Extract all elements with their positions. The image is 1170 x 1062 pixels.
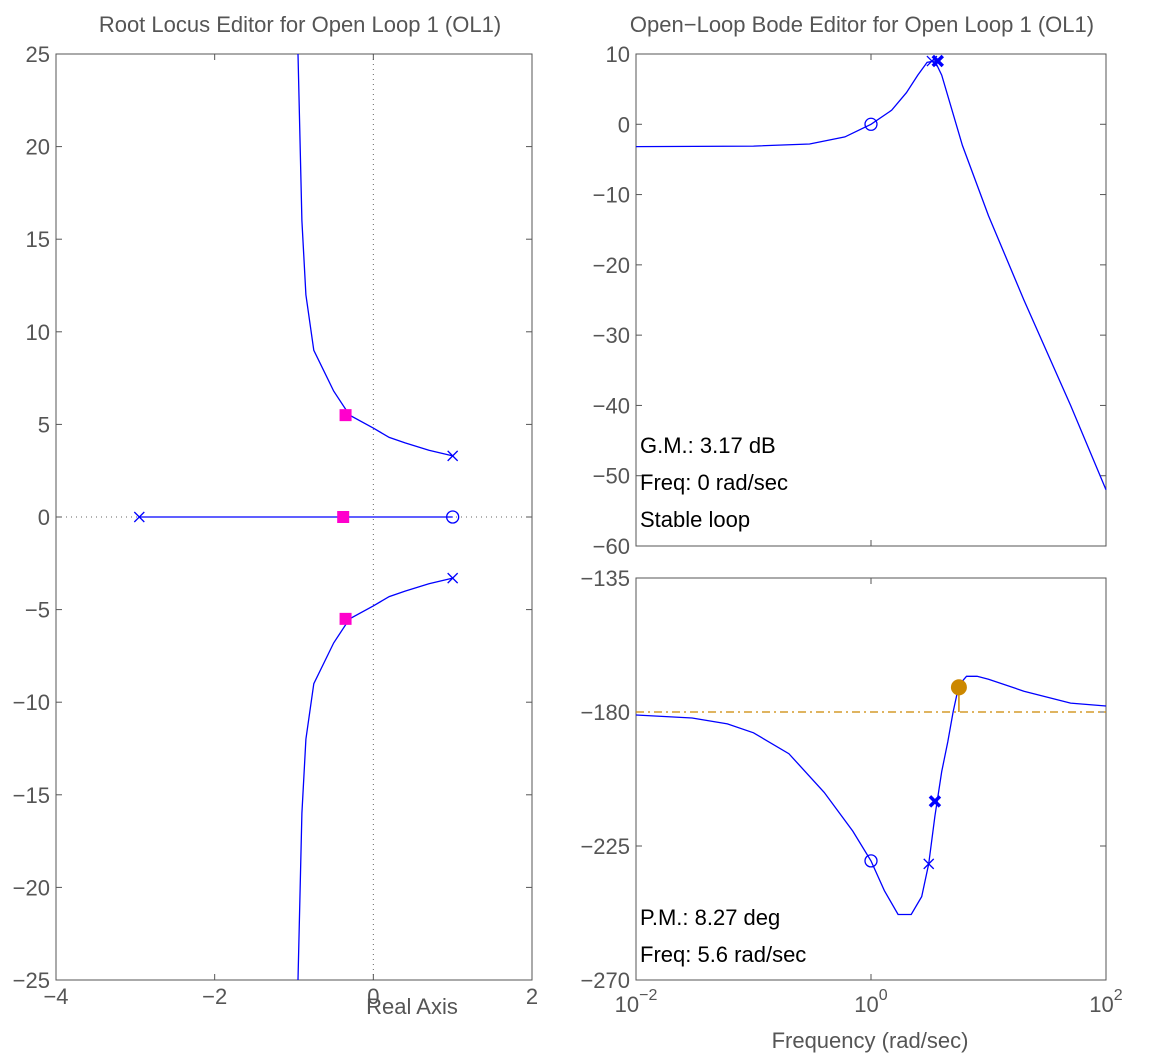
cross-stroke bbox=[928, 795, 942, 808]
y-tick-label: 20 bbox=[26, 135, 50, 160]
phase-margin-text: P.M.: 8.27 deg bbox=[640, 905, 780, 930]
y-tick-label: 15 bbox=[26, 227, 50, 252]
closed-loop-pole-marker bbox=[928, 795, 942, 808]
closed-loop-pole-marker bbox=[337, 511, 350, 523]
x-tick-exponent: −2 bbox=[639, 987, 657, 1004]
y-tick-label: −20 bbox=[593, 253, 630, 278]
phase-curve bbox=[635, 675, 1107, 916]
y-tick-label: −5 bbox=[25, 598, 50, 623]
x-tick-label: −2 bbox=[202, 984, 227, 1009]
x-tick-label: 0 bbox=[367, 984, 379, 1009]
closed-loop-pole-marker bbox=[339, 409, 352, 422]
y-tick-label: 25 bbox=[26, 42, 50, 67]
y-tick-label: 10 bbox=[606, 42, 630, 67]
x-tick-label: 2 bbox=[526, 984, 538, 1009]
y-tick-label: −30 bbox=[593, 323, 630, 348]
phase-margin-text: Freq: 5.6 rad/sec bbox=[640, 942, 806, 967]
y-tick-label: −10 bbox=[593, 183, 630, 208]
cross-stroke bbox=[923, 858, 935, 870]
x-tick-base: 10 bbox=[854, 992, 878, 1017]
y-tick-label: −20 bbox=[13, 875, 50, 900]
y-tick-label: −135 bbox=[580, 566, 630, 591]
y-tick-label: −10 bbox=[13, 690, 50, 715]
y-tick-label: −270 bbox=[580, 968, 630, 993]
open-loop-pole-marker bbox=[133, 511, 145, 523]
cross-stroke bbox=[931, 54, 945, 68]
open-loop-pole-marker bbox=[447, 450, 459, 462]
frequency-xlabel: Frequency (rad/sec) bbox=[772, 1028, 969, 1053]
y-tick-label: 0 bbox=[38, 505, 50, 530]
y-tick-label: 10 bbox=[26, 320, 50, 345]
y-tick-label: 5 bbox=[38, 412, 50, 437]
open-loop-pole-marker bbox=[447, 572, 459, 584]
y-tick-label: −40 bbox=[593, 393, 630, 418]
x-tick-exponent: 2 bbox=[1114, 987, 1123, 1004]
y-tick-label: −60 bbox=[593, 534, 630, 559]
root-locus-title: Root Locus Editor for Open Loop 1 (OL1) bbox=[99, 12, 501, 37]
phase-margin-marker bbox=[950, 679, 967, 696]
x-tick-label: 10−2 bbox=[615, 987, 658, 1017]
open-loop-zero-marker bbox=[864, 854, 878, 868]
y-tick-label: −180 bbox=[580, 700, 630, 725]
x-tick-label: 102 bbox=[1089, 987, 1122, 1017]
open-loop-pole-marker bbox=[923, 858, 935, 870]
root-locus-xlabel: Real Axis bbox=[366, 994, 458, 1019]
bode-title: Open−Loop Bode Editor for Open Loop 1 (O… bbox=[630, 12, 1094, 37]
closed-loop-pole-marker bbox=[339, 612, 352, 625]
root-locus-branch bbox=[297, 577, 453, 981]
cross-stroke bbox=[447, 572, 459, 584]
x-tick-base: 10 bbox=[1089, 992, 1113, 1017]
open-loop-zero-marker bbox=[446, 510, 460, 524]
magnitude-curve bbox=[635, 60, 1107, 491]
cross-stroke bbox=[133, 511, 145, 523]
cross-stroke bbox=[447, 450, 459, 462]
root-locus-branch bbox=[297, 53, 453, 457]
gain-margin-text: Freq: 0 rad/sec bbox=[640, 470, 788, 495]
x-tick-exponent: 0 bbox=[879, 987, 888, 1004]
open-loop-zero-marker bbox=[864, 117, 878, 131]
gain-margin-text: Stable loop bbox=[640, 507, 750, 532]
y-tick-label: −50 bbox=[593, 464, 630, 489]
x-tick-base: 10 bbox=[615, 992, 639, 1017]
x-tick-label: 100 bbox=[854, 987, 887, 1017]
y-tick-label: 0 bbox=[618, 112, 630, 137]
y-tick-label: −15 bbox=[13, 783, 50, 808]
y-tick-label: −25 bbox=[13, 968, 50, 993]
y-tick-label: −225 bbox=[580, 834, 630, 859]
gain-margin-text: G.M.: 3.17 dB bbox=[640, 433, 776, 458]
closed-loop-pole-marker bbox=[931, 54, 945, 68]
x-tick-label: −4 bbox=[43, 984, 68, 1009]
